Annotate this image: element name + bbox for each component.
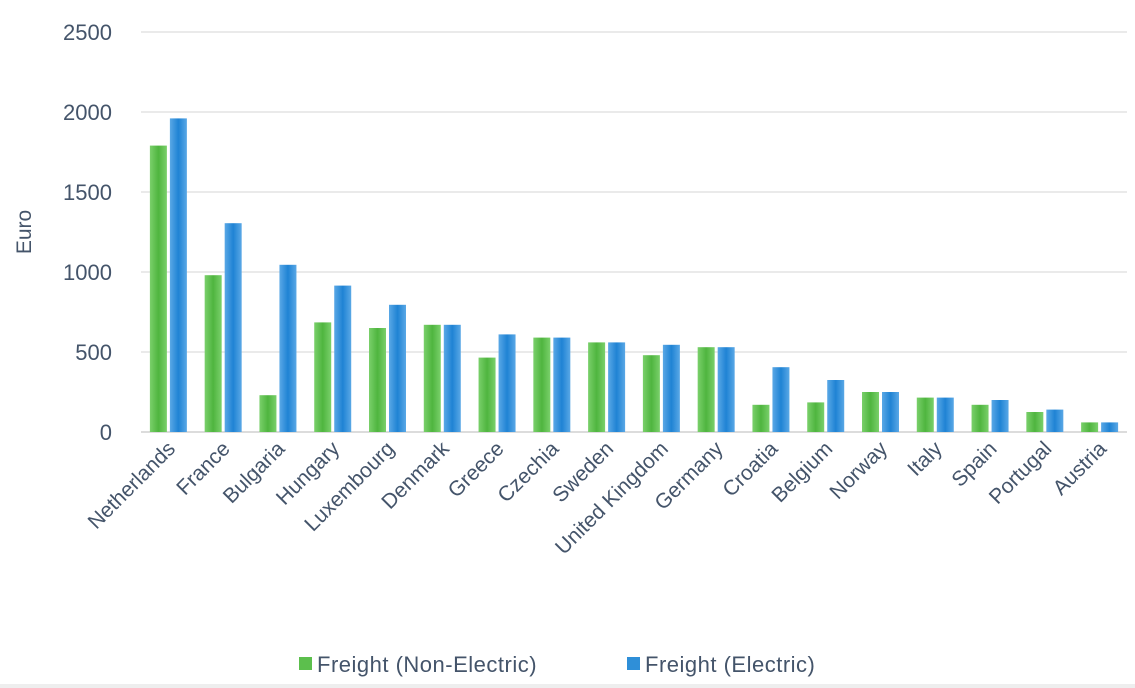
bar-electric [717, 347, 735, 432]
bar-non-electric [478, 357, 496, 432]
bar-non-electric [588, 342, 606, 432]
legend-label-non-electric: Freight (Non-Electric) [317, 652, 537, 677]
legend-label-electric: Freight (Electric) [645, 652, 815, 677]
bar-non-electric [314, 322, 332, 432]
y-tick-label: 0 [100, 420, 112, 445]
bar-non-electric [697, 347, 715, 432]
bar-non-electric [752, 404, 770, 432]
legend-swatch-non-electric [299, 657, 312, 670]
y-axis-tick-labels: 0 500 1000 1500 2000 2500 [63, 20, 112, 445]
bar-electric [169, 118, 187, 433]
bar-non-electric [423, 324, 441, 432]
bar-electric [1046, 409, 1064, 432]
bar-non-electric [862, 392, 879, 432]
bar-electric [936, 397, 954, 432]
x-tick-label: Italy [903, 437, 947, 481]
gridlines [141, 31, 1127, 433]
bar-electric [662, 344, 680, 432]
bar-non-electric [642, 355, 660, 432]
bar-non-electric [1081, 422, 1099, 432]
bottom-strip [0, 684, 1135, 688]
x-tick-label: Netherlands [84, 437, 180, 533]
bar-non-electric [204, 275, 222, 432]
bar-electric [1101, 422, 1119, 432]
y-tick-label: 1500 [63, 180, 112, 205]
bar-non-electric [1026, 412, 1044, 432]
bar-electric [389, 304, 406, 432]
bar-electric [279, 264, 297, 432]
bar-non-electric [533, 337, 551, 432]
bar-electric [334, 285, 352, 432]
y-tick-label: 1000 [63, 260, 112, 285]
y-tick-label: 2500 [63, 20, 112, 45]
x-axis-tick-labels: NetherlandsFranceBulgariaHungaryLuxembou… [84, 437, 1112, 559]
y-axis-label: Euro [13, 210, 36, 254]
x-tick-label: Norway [825, 437, 892, 504]
bar-electric [608, 342, 626, 432]
bar-electric [882, 392, 899, 432]
bar-non-electric [807, 402, 825, 432]
bar-electric [553, 337, 571, 432]
bar-electric [443, 324, 461, 432]
y-tick-label: 500 [75, 340, 112, 365]
bar-electric [224, 223, 242, 432]
bar-non-electric [369, 328, 386, 432]
bar-non-electric [916, 397, 934, 432]
x-tick-label: Austria [1049, 437, 1112, 500]
bar-non-electric [259, 395, 277, 432]
bar-electric [991, 400, 1009, 432]
legend-swatch-electric [627, 657, 640, 670]
bar-non-electric [149, 145, 167, 432]
bars [149, 118, 1119, 433]
x-tick-label: Belgium [767, 437, 837, 507]
y-tick-label: 2000 [63, 100, 112, 125]
bar-non-electric [971, 404, 989, 432]
bar-electric [498, 334, 516, 432]
legend: Freight (Non-Electric) Freight (Electric… [299, 652, 815, 677]
bar-electric [772, 367, 790, 432]
bar-electric [827, 380, 845, 432]
